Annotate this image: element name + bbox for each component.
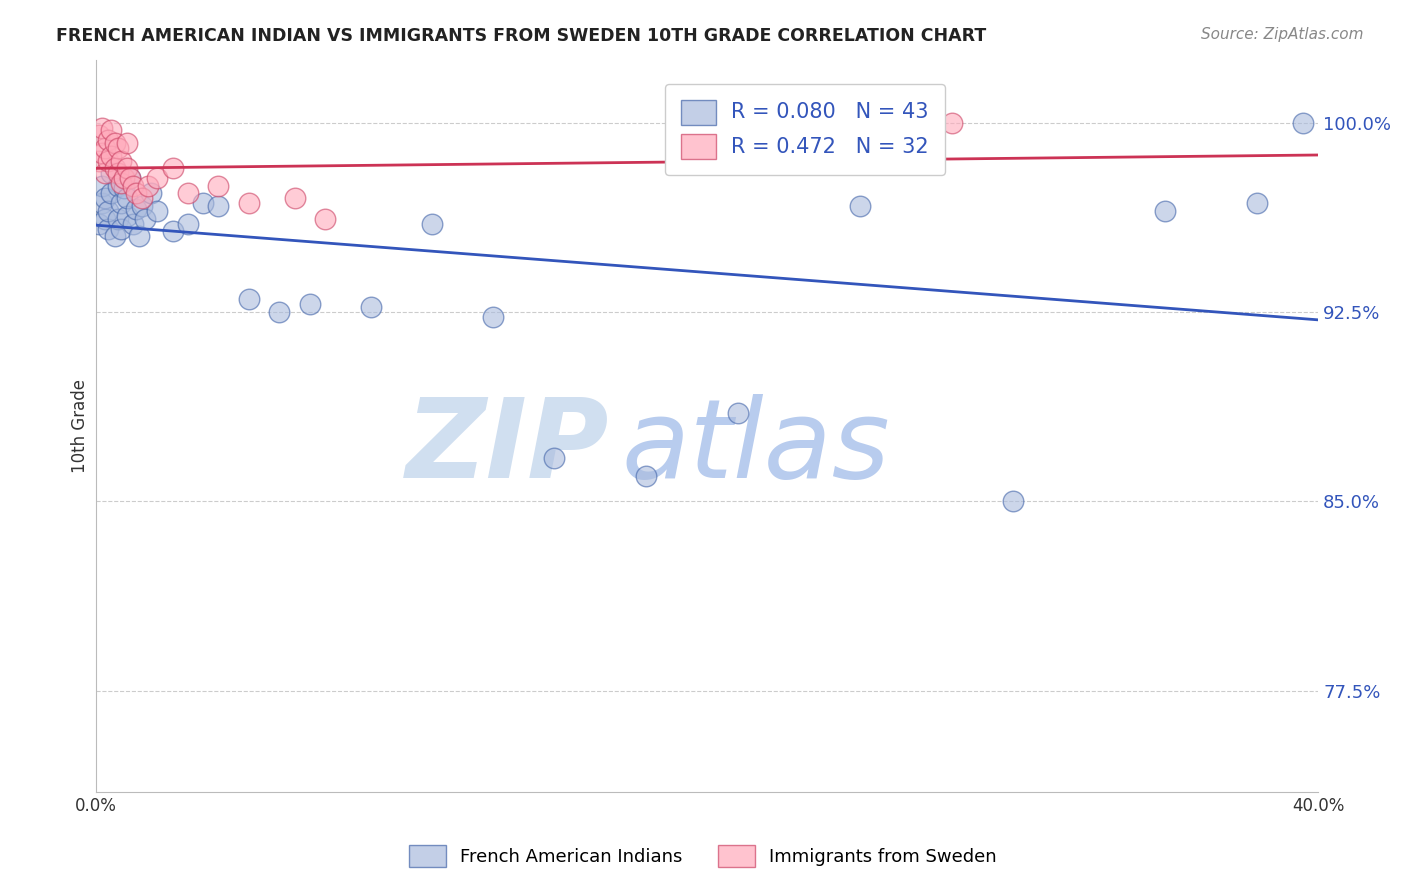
Point <box>118 171 141 186</box>
Point <box>110 196 132 211</box>
Point <box>94 141 117 155</box>
Point <box>543 451 565 466</box>
Point <box>238 196 260 211</box>
Point <box>89 128 111 143</box>
Point <box>162 161 184 176</box>
Point <box>238 293 260 307</box>
Point <box>115 209 138 223</box>
Point <box>420 217 443 231</box>
Y-axis label: 10th Grade: 10th Grade <box>72 378 89 473</box>
Point <box>269 305 291 319</box>
Point <box>727 406 749 420</box>
Point <box>103 161 125 176</box>
Point <box>284 191 307 205</box>
Point <box>191 196 214 211</box>
Point <box>1001 494 1024 508</box>
Point <box>112 171 135 186</box>
Text: FRENCH AMERICAN INDIAN VS IMMIGRANTS FROM SWEDEN 10TH GRADE CORRELATION CHART: FRENCH AMERICAN INDIAN VS IMMIGRANTS FRO… <box>56 27 987 45</box>
Point <box>1292 116 1315 130</box>
Point <box>91 178 114 193</box>
Point <box>131 191 153 205</box>
Point <box>128 229 150 244</box>
Point <box>89 217 111 231</box>
Point <box>97 221 120 235</box>
Point <box>177 217 200 231</box>
Point <box>125 202 148 216</box>
Point <box>207 178 229 193</box>
Point <box>115 161 138 176</box>
Point <box>112 181 135 195</box>
Point <box>107 166 129 180</box>
Point <box>107 141 129 155</box>
Point <box>97 204 120 219</box>
Point <box>134 211 156 226</box>
Point <box>100 123 122 137</box>
Point <box>97 133 120 147</box>
Point <box>141 186 163 201</box>
Point <box>110 153 132 168</box>
Point <box>121 178 143 193</box>
Point <box>107 178 129 193</box>
Point <box>94 166 117 180</box>
Point <box>110 176 132 190</box>
Point <box>97 153 120 168</box>
Point <box>136 178 159 193</box>
Legend: R = 0.080   N = 43, R = 0.472   N = 32: R = 0.080 N = 43, R = 0.472 N = 32 <box>665 84 945 175</box>
Point <box>1246 196 1268 211</box>
Point <box>107 211 129 226</box>
Point <box>94 191 117 205</box>
Text: ZIP: ZIP <box>406 394 609 501</box>
Text: Source: ZipAtlas.com: Source: ZipAtlas.com <box>1201 27 1364 42</box>
Point <box>299 297 322 311</box>
Point <box>636 469 658 483</box>
Point <box>1154 204 1177 219</box>
Point <box>100 186 122 201</box>
Point <box>162 224 184 238</box>
Point <box>115 191 138 205</box>
Point <box>207 199 229 213</box>
Point <box>100 148 122 162</box>
Point <box>121 217 143 231</box>
Point <box>110 221 132 235</box>
Point <box>146 171 169 186</box>
Point <box>103 229 125 244</box>
Point <box>94 211 117 226</box>
Point <box>131 199 153 213</box>
Point <box>482 310 505 324</box>
Point <box>118 171 141 186</box>
Point <box>125 186 148 201</box>
Point <box>849 199 872 213</box>
Point <box>100 166 122 180</box>
Point <box>941 116 963 130</box>
Point <box>115 136 138 150</box>
Point <box>103 136 125 150</box>
Text: atlas: atlas <box>621 394 890 501</box>
Point <box>91 196 114 211</box>
Point <box>89 153 111 168</box>
Point <box>146 204 169 219</box>
Point <box>314 211 336 226</box>
Point <box>91 120 114 135</box>
Point <box>177 186 200 201</box>
Point <box>360 300 382 314</box>
Legend: French American Indians, Immigrants from Sweden: French American Indians, Immigrants from… <box>402 838 1004 874</box>
Point <box>91 146 114 161</box>
